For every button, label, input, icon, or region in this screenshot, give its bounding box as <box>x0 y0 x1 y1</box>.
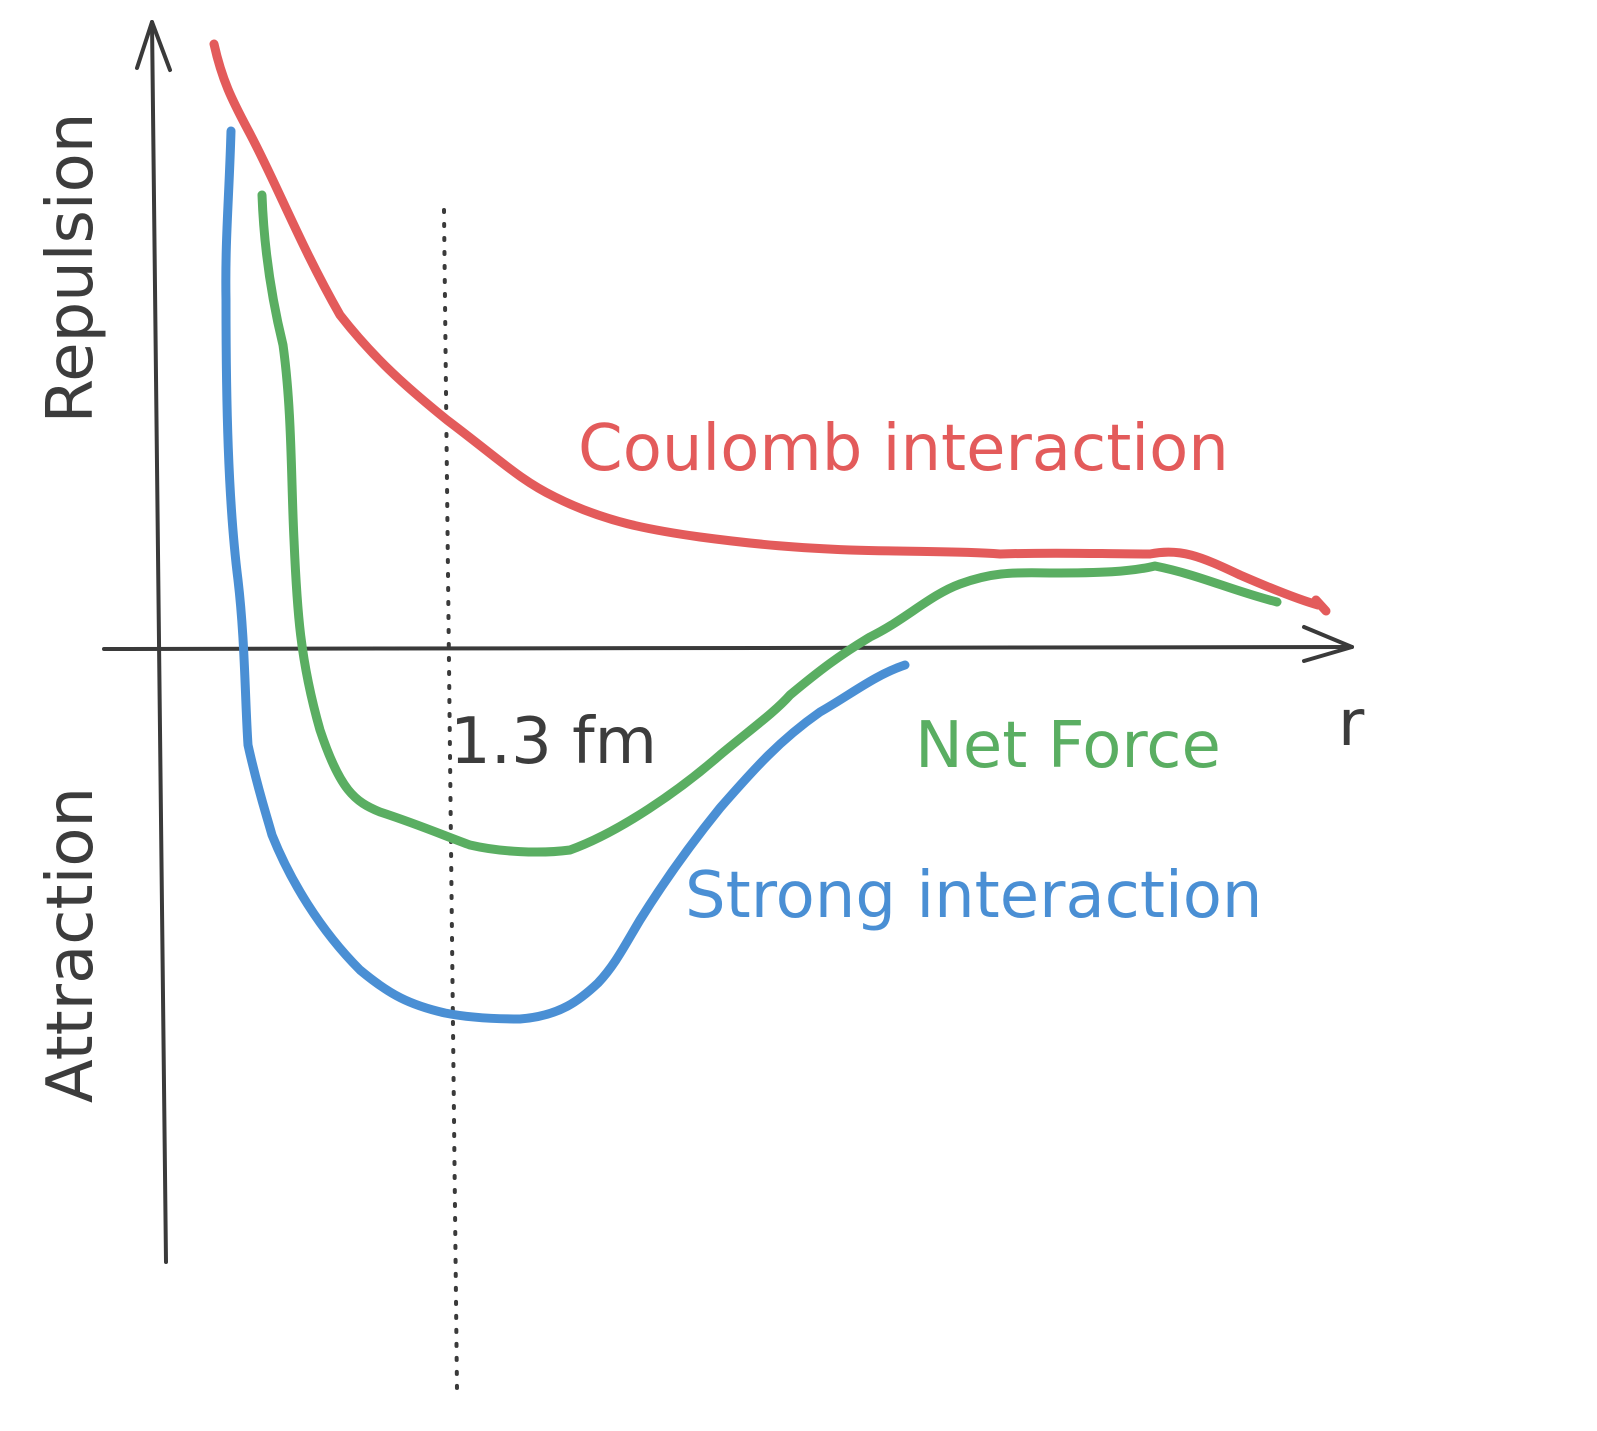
net-force-curve <box>257 190 1282 857</box>
strong-interaction-curve <box>221 126 910 1024</box>
coulomb-curve-end <box>1311 595 1331 616</box>
repulsion-label: Repulsion <box>34 113 108 424</box>
distance-marker-label: 1.3 fm <box>450 705 657 779</box>
strong-interaction-label: Strong interaction <box>685 859 1262 933</box>
attraction-label: Attraction <box>34 787 108 1103</box>
y-axis <box>135 20 172 1264</box>
r-axis-label: r <box>1338 687 1365 761</box>
coulomb-label: Coulomb interaction <box>578 412 1229 486</box>
net-force-label: Net Force <box>915 709 1221 783</box>
coulomb-curve <box>209 39 1323 610</box>
x-axis <box>102 625 1354 663</box>
distance-marker-line <box>442 208 459 1392</box>
